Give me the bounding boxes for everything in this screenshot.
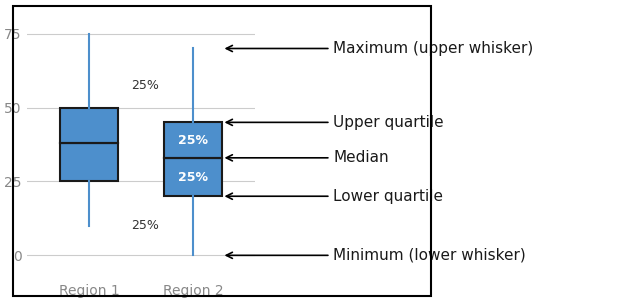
- Text: 25%: 25%: [131, 79, 159, 92]
- Bar: [61, 108, 118, 143]
- Text: 25%: 25%: [178, 133, 208, 146]
- Bar: [164, 122, 222, 158]
- Text: Upper quartile: Upper quartile: [226, 115, 444, 130]
- Text: Maximum (upper whisker): Maximum (upper whisker): [226, 41, 534, 56]
- Text: Median: Median: [226, 150, 389, 165]
- Bar: [61, 143, 118, 182]
- Text: Lower quartile: Lower quartile: [226, 189, 444, 204]
- Bar: [164, 158, 222, 196]
- Text: 25%: 25%: [178, 171, 208, 184]
- Text: 25%: 25%: [131, 219, 159, 232]
- Text: Minimum (lower whisker): Minimum (lower whisker): [226, 248, 526, 263]
